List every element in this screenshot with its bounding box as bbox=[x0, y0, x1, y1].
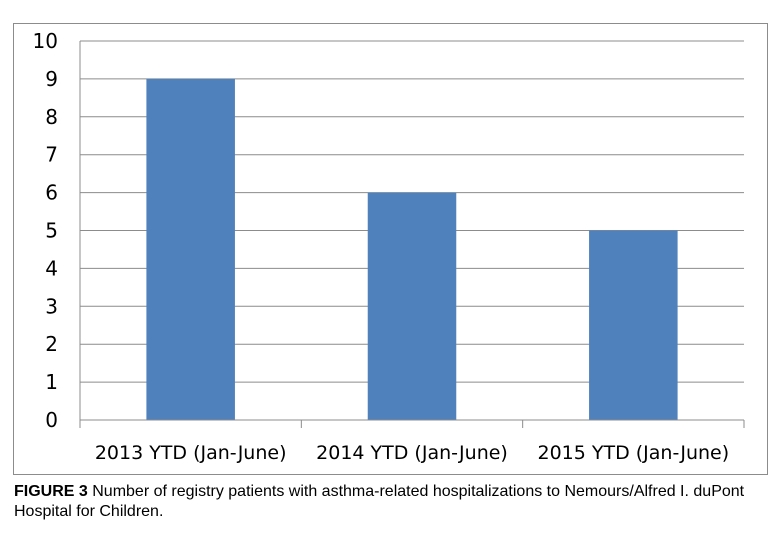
bar bbox=[367, 192, 457, 420]
y-tick-label: 9 bbox=[45, 67, 58, 91]
figure-caption-lead: FIGURE 3 bbox=[14, 483, 88, 500]
y-tick-label: 0 bbox=[45, 408, 58, 432]
chart-frame: 0 1 2 3 4 5 6 7 8 9 10 2013 YTD (Jan-June) 2014 YTD … bbox=[13, 23, 768, 475]
x-tick-label: 2014 YTD (Jan-June) bbox=[316, 442, 508, 464]
y-tick-label: 5 bbox=[45, 219, 58, 243]
y-tick-label: 10 bbox=[33, 29, 58, 53]
bar bbox=[146, 78, 235, 421]
y-tick-label: 3 bbox=[45, 294, 58, 318]
figure-caption-text: Number of registry patients with asthma-… bbox=[14, 483, 745, 520]
bar bbox=[589, 230, 678, 420]
x-tick-label: 2015 YTD (Jan-June) bbox=[537, 442, 729, 464]
bar-chart: 0 1 2 3 4 5 6 7 8 9 10 2013 YTD (Jan-June) 2014 YTD … bbox=[33, 29, 745, 464]
x-tick-label: 2013 YTD (Jan-June) bbox=[95, 442, 287, 464]
y-tick-label: 1 bbox=[45, 370, 58, 394]
tick-labels: 0 1 2 3 4 5 6 7 8 9 10 2013 YTD (Jan-June) 2014 YTD … bbox=[33, 29, 730, 464]
bars bbox=[146, 78, 678, 421]
y-tick-label: 2 bbox=[45, 332, 58, 356]
figure-caption: FIGURE 3 Number of registry patients wit… bbox=[14, 482, 769, 522]
axes bbox=[79, 41, 745, 428]
y-tick-label: 4 bbox=[45, 256, 58, 280]
y-tick-label: 7 bbox=[45, 143, 58, 167]
y-tick-label: 6 bbox=[45, 181, 58, 205]
y-tick-label: 8 bbox=[45, 105, 58, 129]
